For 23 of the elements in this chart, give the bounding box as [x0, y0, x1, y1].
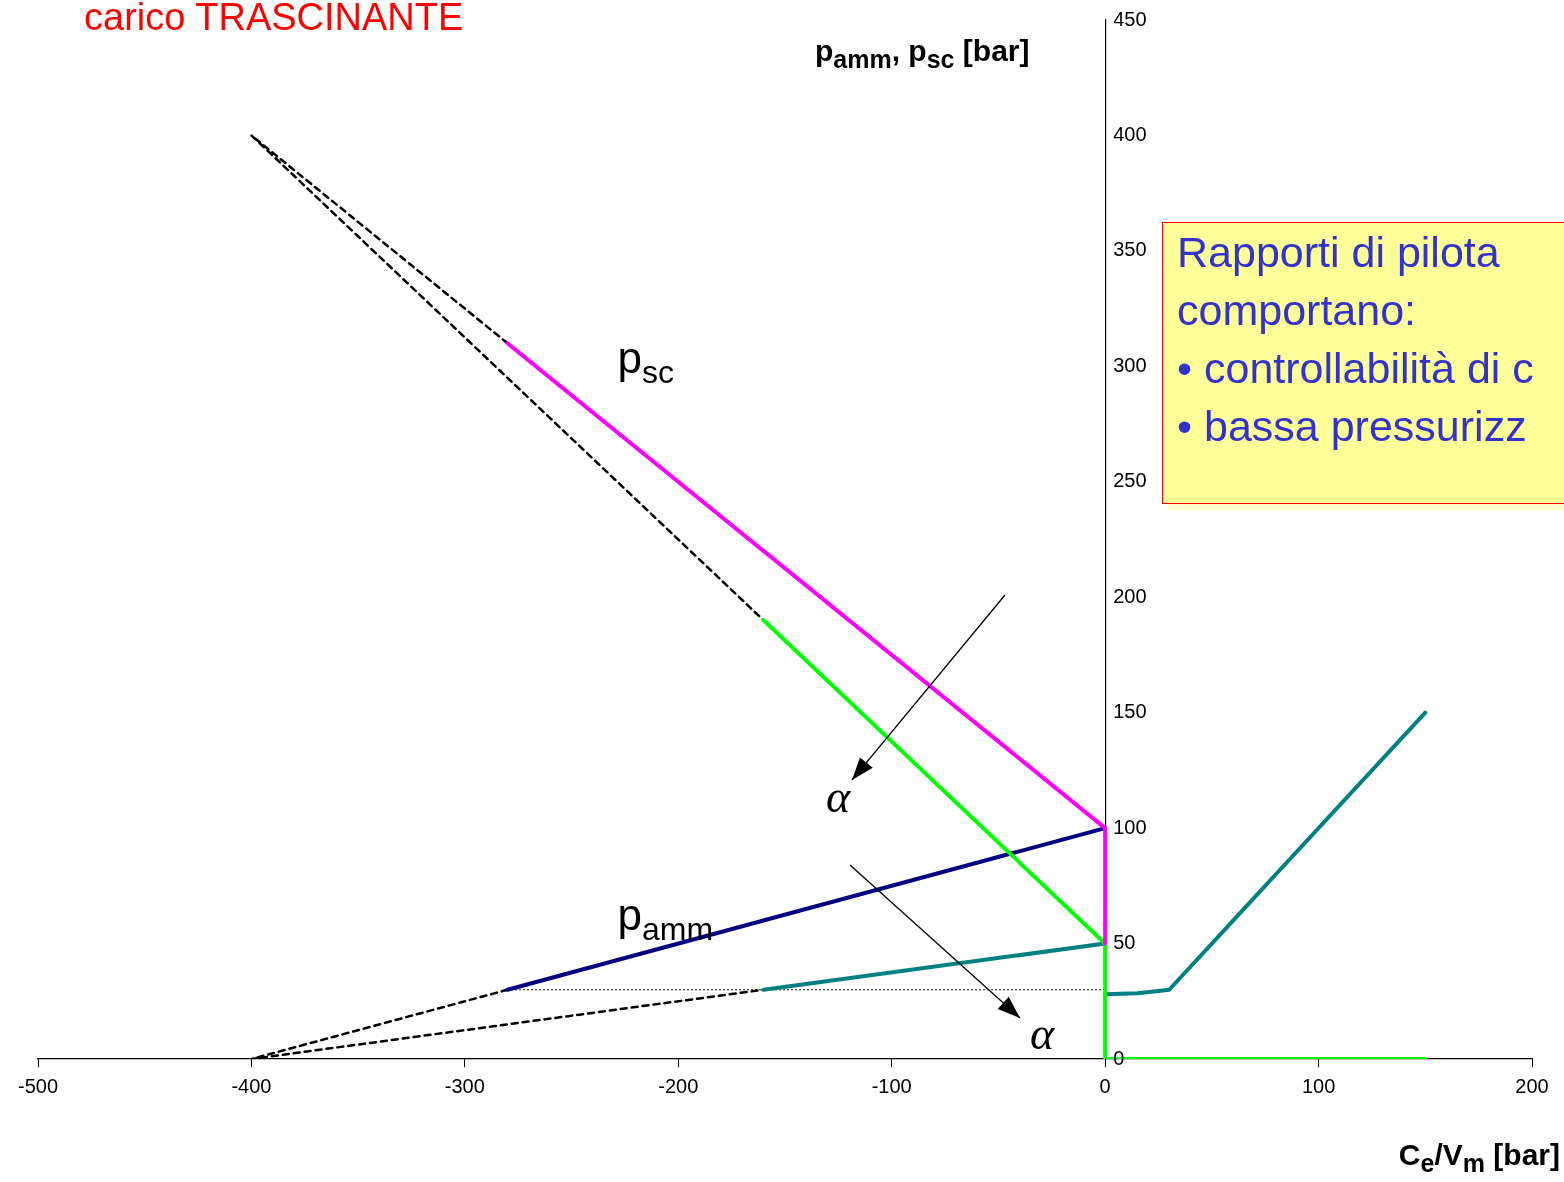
chart-title: carico TRASCINANTE [84, 0, 464, 39]
annotation: α [1029, 1008, 1055, 1060]
x-tick-label: 0 [1099, 1074, 1111, 1097]
y-tick-label: 300 [1113, 353, 1147, 376]
x-tick-label: -100 [871, 1074, 912, 1097]
y-tick-label: 200 [1113, 584, 1147, 607]
x-tick-label: -200 [658, 1074, 699, 1097]
y-tick-label: 250 [1113, 469, 1147, 492]
x-tick-label: 100 [1301, 1074, 1336, 1097]
annotation: Rapporti di pilota comportano: • controllabilità di c • bassa pressurizz [1177, 227, 1535, 452]
y-axis-title: p$_{amm}$, p$_{sc}$ [bar] [815, 34, 1030, 74]
x-tick-label: -500 [17, 1074, 59, 1097]
y-tick-label: 100 [1113, 815, 1147, 838]
y-tick-label: 400 [1113, 122, 1147, 145]
x-tick-label: -400 [231, 1074, 272, 1097]
annotation: α [825, 771, 851, 823]
x-axis-title: C$_{e}$/V$_{m}$ [bar] [1398, 1138, 1560, 1178]
y-tick-label: 50 [1113, 931, 1136, 954]
y-tick-label: 150 [1113, 700, 1147, 723]
x-tick-label: 200 [1515, 1074, 1549, 1097]
y-tick-label: 350 [1113, 238, 1147, 261]
x-tick-label: -300 [444, 1074, 485, 1097]
y-tick-label: 450 [1113, 7, 1147, 30]
